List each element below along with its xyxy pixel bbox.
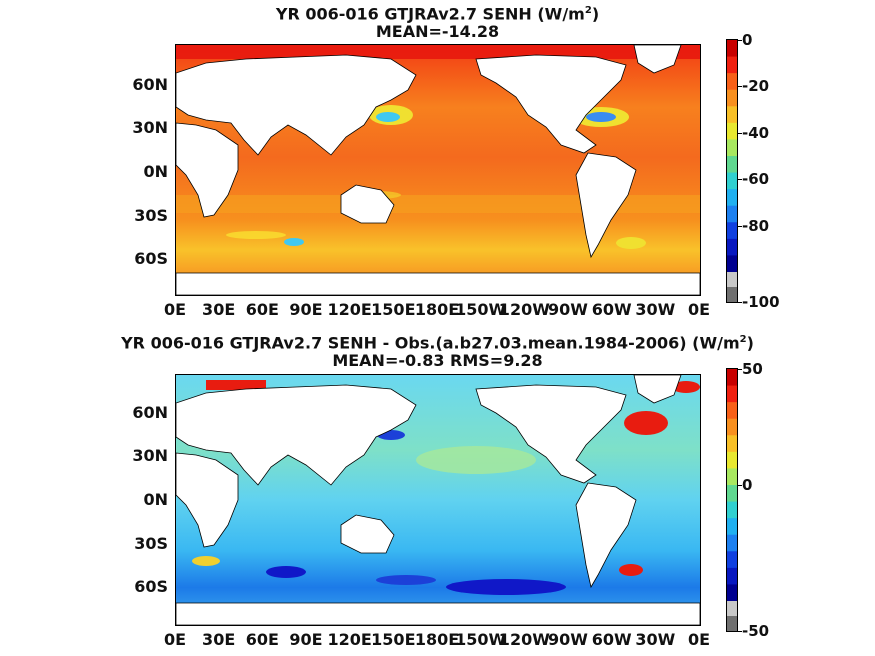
panel1-lon-label: 150W xyxy=(455,300,507,319)
panel1-lat-label: 30N xyxy=(132,118,168,137)
panel2-lon-label: 90E xyxy=(289,630,323,649)
colorbar-segment xyxy=(727,584,737,602)
panel2-lon-label: 150W xyxy=(455,630,507,649)
panel1-lat-label: 30S xyxy=(134,206,168,225)
panel2-lat-label: 30N xyxy=(132,446,168,465)
panel2-lat-label: 0N xyxy=(143,490,168,509)
colorbar-segment xyxy=(727,567,737,585)
panel2-colorbar xyxy=(726,368,738,632)
colorbar-segment xyxy=(727,287,737,302)
colorbar-segment xyxy=(727,468,737,486)
land-masses xyxy=(176,45,700,295)
colorbar-segment xyxy=(727,272,737,287)
colorbar-segment xyxy=(727,485,737,503)
colorbar-segment xyxy=(727,89,737,107)
panel1-map xyxy=(175,44,701,296)
panel1-lon-label: 30E xyxy=(202,300,236,319)
panel2-lat-label: 60N xyxy=(132,403,168,422)
panel2-lon-label: 120E xyxy=(327,630,372,649)
panel1-colorbar-label: -100 xyxy=(742,293,780,311)
panel1-colorbar-tick xyxy=(737,86,742,88)
panel1-colorbar-label: -80 xyxy=(742,216,770,235)
colorbar-segment xyxy=(727,238,737,256)
panel1-colorbar-tick xyxy=(737,225,742,227)
panel1-lon-label: 120E xyxy=(327,300,372,319)
panel1-colorbar-tick xyxy=(737,179,742,181)
colorbar-segment xyxy=(727,418,737,436)
panel1-colorbar-tick xyxy=(737,40,742,41)
colorbar-segment xyxy=(727,40,737,58)
colorbar-segment xyxy=(727,551,737,569)
panel1-lon-label: 30W xyxy=(635,300,676,319)
panel1-lon-label: 150E xyxy=(371,300,416,319)
panel2-lon-label: 30W xyxy=(635,630,676,649)
panel1-colorbar-label: -60 xyxy=(742,170,770,189)
panel1-colorbar-tick xyxy=(737,302,742,303)
panel2-lon-label: 0E xyxy=(687,630,711,649)
panel2-lon-label: 180E xyxy=(414,630,460,649)
colorbar-segment xyxy=(727,222,737,240)
panel2-title-line2: MEAN=-0.83 RMS=9.28 xyxy=(332,351,543,370)
panel2-colorbar-tick xyxy=(737,485,742,486)
panel1-lon-label: 180E xyxy=(414,300,460,319)
panel2-map xyxy=(175,374,701,626)
panel1-lon-label: 60E xyxy=(245,300,279,319)
colorbar-segment xyxy=(727,385,737,403)
panel1-title-line1: YR 006-016 GTJRAv2.7 SENH (W/m2) xyxy=(275,4,600,24)
panel2-lon-label: 60E xyxy=(245,630,279,649)
panel1-colorbar-tick xyxy=(737,132,742,134)
panel1-colorbar-label: 0 xyxy=(742,31,753,49)
colorbar-segment xyxy=(727,369,737,387)
panel2-map-svg xyxy=(176,375,700,625)
panel2-lon-label: 120W xyxy=(498,630,550,649)
colorbar-segment xyxy=(727,139,737,157)
colorbar-segment xyxy=(727,435,737,453)
colorbar-segment xyxy=(727,122,737,140)
panel2-lat-label: 60S xyxy=(134,577,168,596)
panel2-lon-label: 0E xyxy=(163,630,187,649)
panel2-lon-label: 150E xyxy=(371,630,416,649)
panel1-lon-label: 90E xyxy=(289,300,323,319)
colorbar-segment xyxy=(727,451,737,469)
panel1-colorbar xyxy=(726,39,738,303)
colorbar-segment xyxy=(727,73,737,91)
panel1-lon-label: 120W xyxy=(498,300,550,319)
panel2-lon-label: 30E xyxy=(202,630,236,649)
colorbar-segment xyxy=(727,106,737,124)
colorbar-segment xyxy=(727,205,737,223)
panel1-lon-label: 0E xyxy=(687,300,711,319)
panel1-lat-label: 60N xyxy=(132,75,168,94)
colorbar-segment xyxy=(727,189,737,207)
colorbar-segment xyxy=(727,501,737,519)
panel1-lat-label: 60S xyxy=(134,249,168,268)
panel2-colorbar-label: 50 xyxy=(742,360,763,378)
panel2-colorbar-tick xyxy=(737,369,742,370)
panel1-colorbar-label: -40 xyxy=(742,123,770,142)
colorbar-segment xyxy=(727,172,737,190)
panel1-lon-label: 60W xyxy=(591,300,632,319)
colorbar-segment xyxy=(727,601,737,616)
panel1-colorbar-label: -20 xyxy=(742,77,770,96)
panel1-lon-label: 90W xyxy=(548,300,588,319)
colorbar-segment xyxy=(727,255,737,273)
panel2-colorbar-label: -50 xyxy=(742,622,770,640)
panel2-colorbar-label: 0 xyxy=(742,476,753,494)
panel2-lon-label: 90W xyxy=(548,630,588,649)
panel1-map-svg xyxy=(176,45,700,295)
panel2-title-line1: YR 006-016 GTJRAv2.7 SENH - Obs.(a.b27.0… xyxy=(121,333,754,353)
panel2-lat-label: 30S xyxy=(134,534,168,553)
colorbar-segment xyxy=(727,534,737,552)
colorbar-segment xyxy=(727,402,737,420)
panel1-title-line2: MEAN=-14.28 xyxy=(375,22,500,41)
colorbar-segment xyxy=(727,156,737,174)
panel1-lat-label: 0N xyxy=(143,162,168,181)
panel1-lon-label: 0E xyxy=(163,300,187,319)
panel2-colorbar-tick xyxy=(737,631,742,632)
colorbar-segment xyxy=(727,56,737,74)
colorbar-segment xyxy=(727,616,737,631)
panel2-lon-label: 60W xyxy=(591,630,632,649)
land-masses xyxy=(176,375,700,625)
colorbar-segment xyxy=(727,518,737,536)
